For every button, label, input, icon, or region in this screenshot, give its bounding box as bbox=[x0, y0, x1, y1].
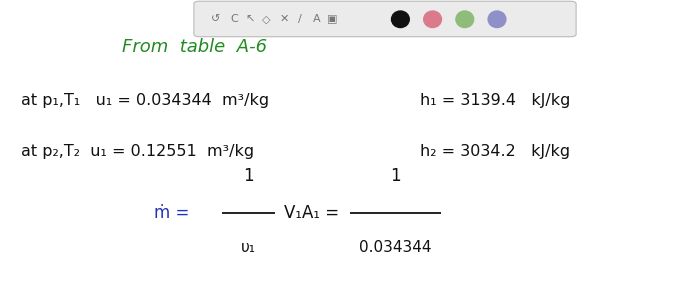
Ellipse shape bbox=[424, 11, 442, 28]
Text: at p₂,T₂  u₁ = 0.12551  m³/kg: at p₂,T₂ u₁ = 0.12551 m³/kg bbox=[21, 144, 254, 159]
Text: From  table  A-6: From table A-6 bbox=[122, 39, 267, 56]
Text: ↺: ↺ bbox=[211, 14, 220, 24]
Text: h₂ = 3034.2   kJ/kg: h₂ = 3034.2 kJ/kg bbox=[420, 144, 570, 159]
Text: 1: 1 bbox=[243, 167, 254, 185]
Ellipse shape bbox=[391, 11, 409, 28]
Text: 0.034344: 0.034344 bbox=[359, 240, 432, 255]
FancyBboxPatch shape bbox=[194, 1, 576, 37]
Text: ↖: ↖ bbox=[245, 14, 255, 24]
Text: A: A bbox=[313, 14, 320, 24]
Text: C: C bbox=[230, 14, 238, 24]
Ellipse shape bbox=[456, 11, 474, 28]
Text: ṁ =: ṁ = bbox=[154, 204, 190, 222]
Ellipse shape bbox=[488, 11, 506, 28]
Text: V₁A₁ =: V₁A₁ = bbox=[284, 204, 339, 222]
Text: ◇: ◇ bbox=[262, 14, 270, 24]
Text: 1: 1 bbox=[390, 167, 401, 185]
Text: h₁ = 3139.4   kJ/kg: h₁ = 3139.4 kJ/kg bbox=[420, 93, 570, 109]
Text: υ₁: υ₁ bbox=[241, 240, 256, 255]
Text: at p₁,T₁   u₁ = 0.034344  m³/kg: at p₁,T₁ u₁ = 0.034344 m³/kg bbox=[21, 93, 269, 109]
Text: ▣: ▣ bbox=[326, 14, 337, 24]
Text: /: / bbox=[298, 14, 302, 24]
Text: ✕: ✕ bbox=[279, 14, 289, 24]
